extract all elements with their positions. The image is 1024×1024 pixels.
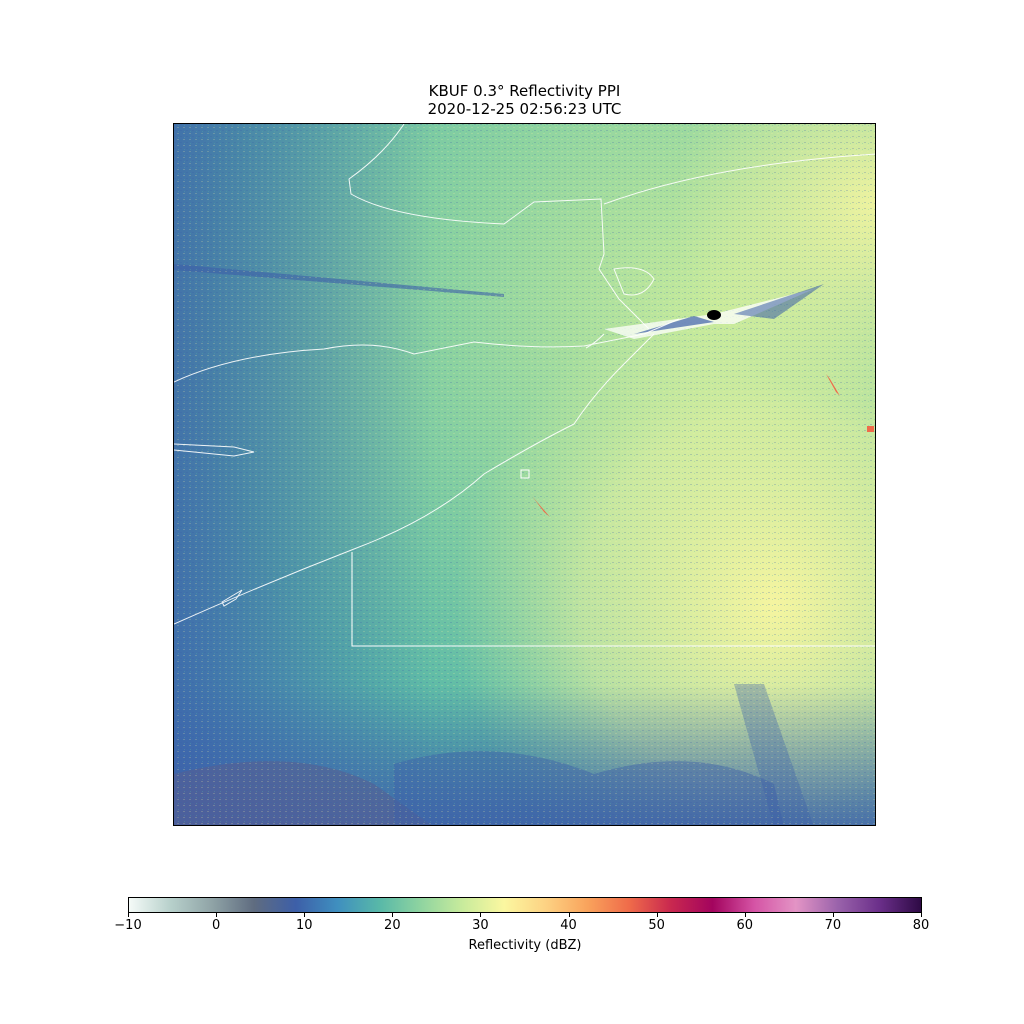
state-border-lines	[351, 469, 875, 647]
radar-site-marker	[707, 310, 721, 320]
colorbar-tick-mark	[568, 913, 570, 917]
colorbar-tick-label: −10	[114, 918, 142, 933]
colorbar-tick-mark	[304, 913, 306, 917]
colorbar-tick-label: 60	[736, 918, 754, 933]
colorbar-tick-label: 50	[648, 918, 665, 933]
plot-title-line1: KBUF 0.3° Reflectivity PPI	[428, 82, 621, 100]
high-reflectivity-specks	[532, 374, 874, 517]
colorbar-tick-label: 20	[384, 918, 401, 933]
colorbar-tick-label: 30	[472, 918, 489, 933]
colorbar-label: Reflectivity (dBZ)	[468, 938, 582, 953]
colorbar-tick-mark	[480, 913, 482, 917]
colorbar-tick-mark	[832, 913, 834, 917]
colorbar-tick-mark	[128, 913, 129, 917]
colorbar-tick-label: 80	[912, 918, 930, 933]
colorbar-tick-mark	[216, 913, 218, 917]
colorbar-tick-mark	[744, 913, 746, 917]
colorbar-tick-label: 70	[824, 918, 842, 933]
colorbar-tick-label: 40	[560, 918, 577, 933]
coastline-lines	[174, 124, 875, 625]
radar-map	[173, 123, 876, 826]
colorbar-tick-mark	[392, 913, 394, 917]
radar-map-canvas	[174, 124, 875, 825]
colorbar-tick-mark	[656, 913, 658, 917]
colorbar-tick-label: 10	[295, 918, 313, 933]
plot-title-line2: 2020-12-25 02:56:23 UTC	[427, 100, 622, 118]
colorbar	[128, 897, 922, 913]
colorbar-tick-label: 0	[211, 918, 221, 933]
colorbar-tick-mark	[921, 913, 922, 917]
